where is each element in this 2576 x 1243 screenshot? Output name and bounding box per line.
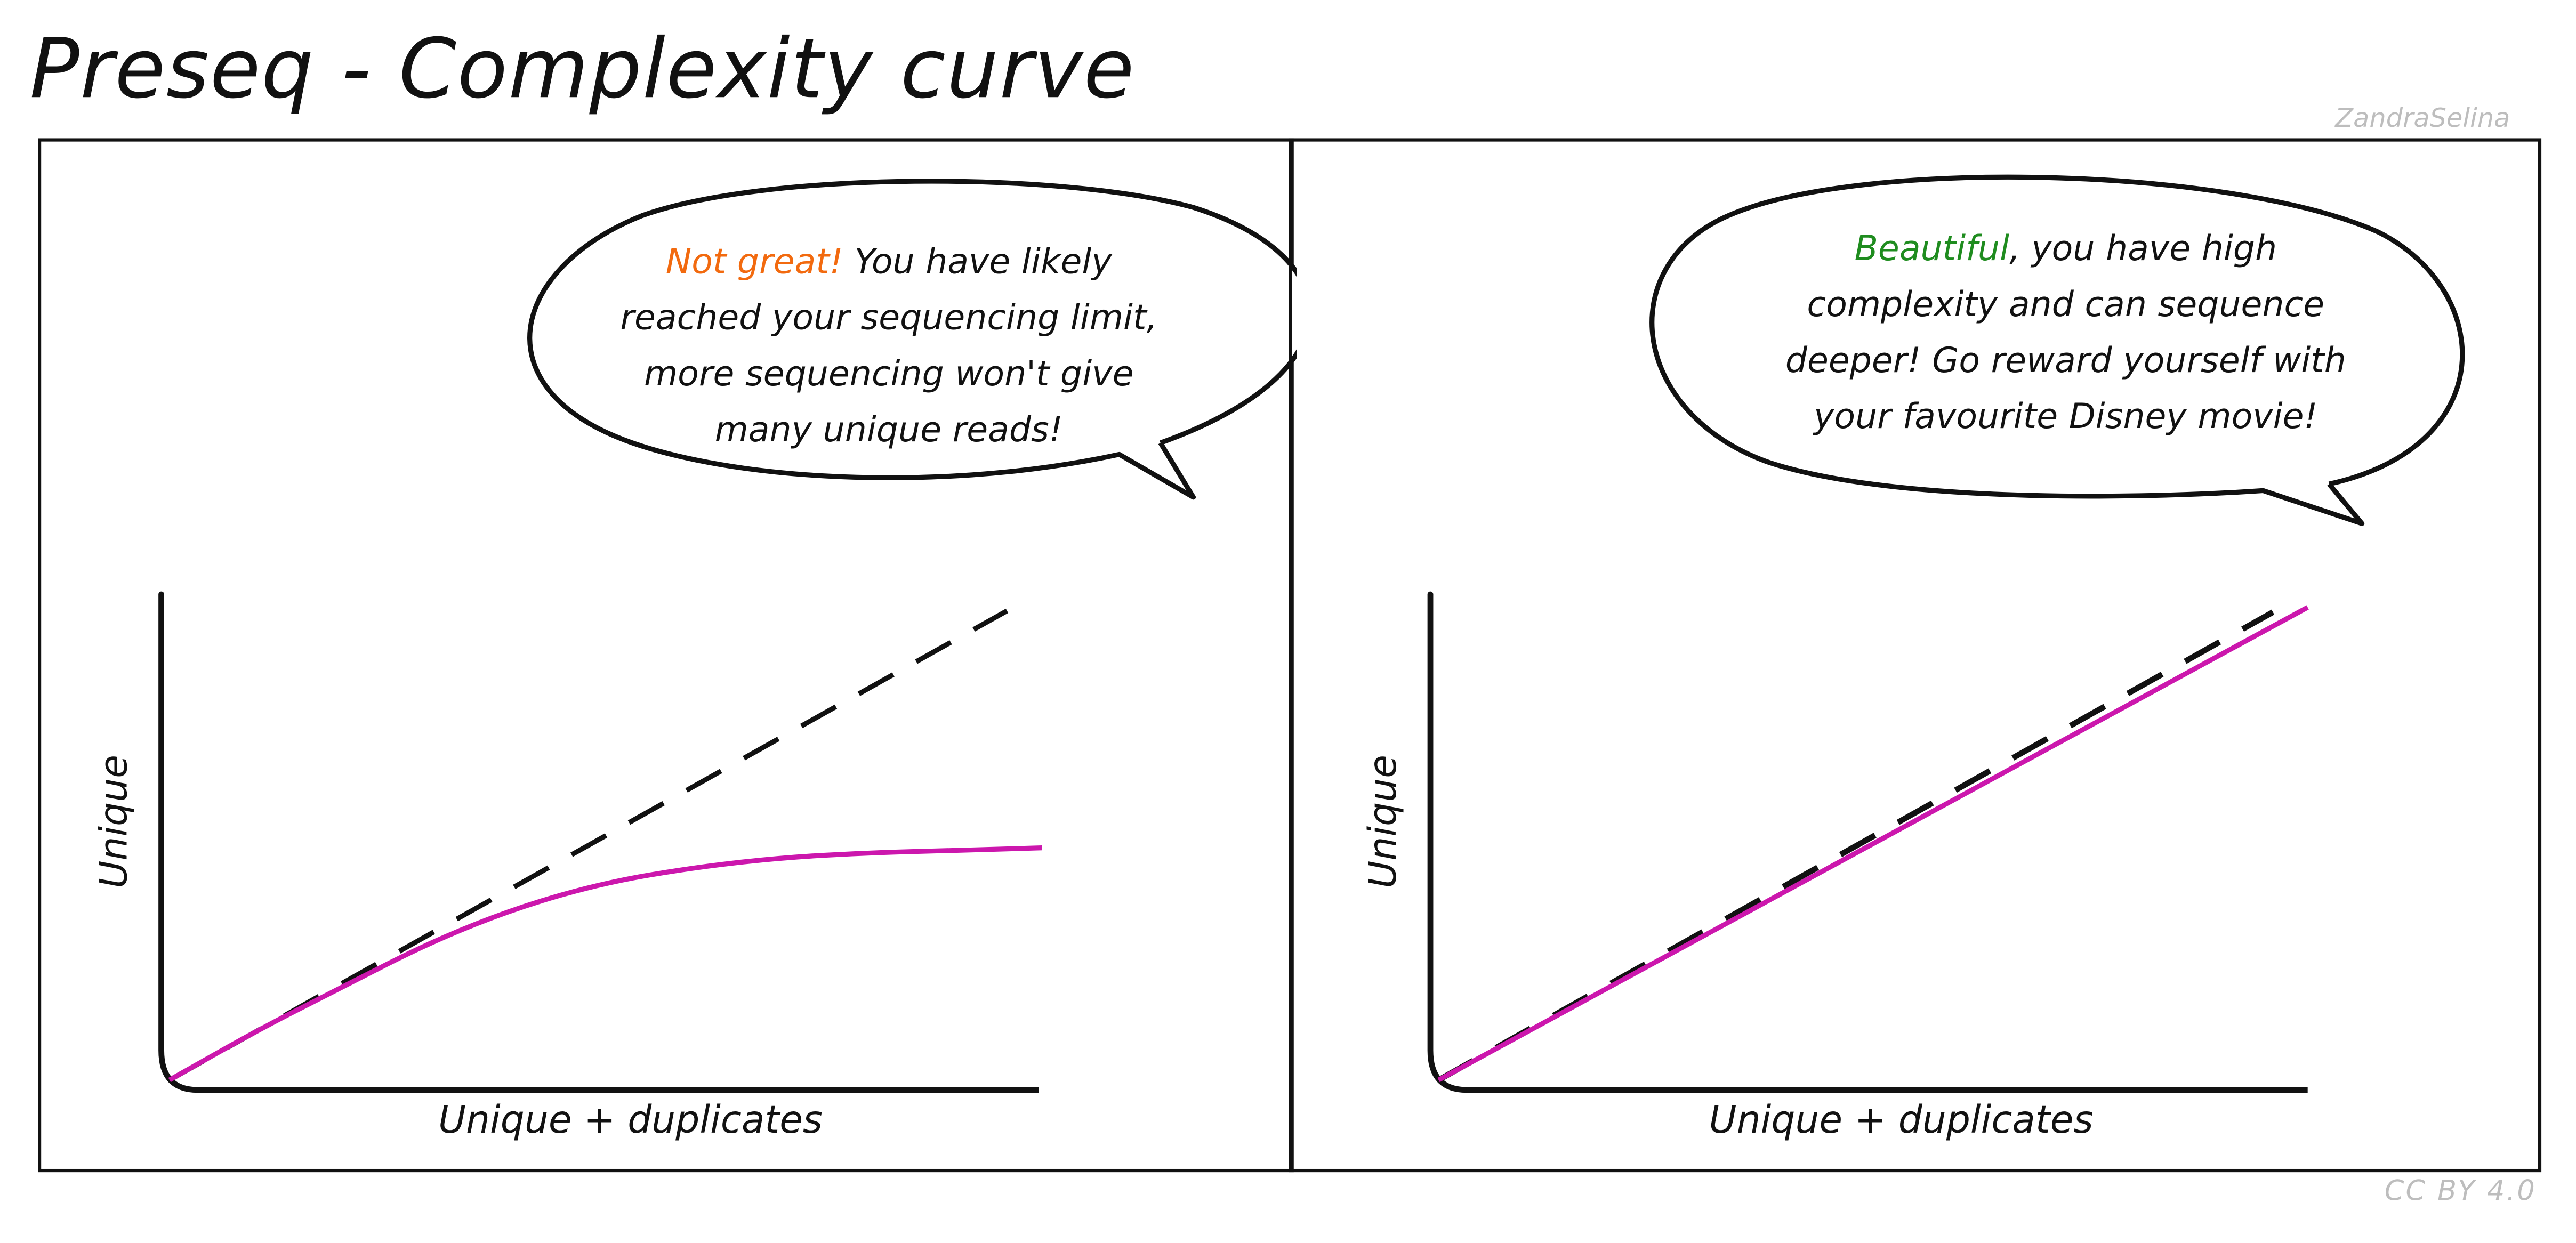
license-label: CC BY 4.0 <box>2384 1175 2537 1209</box>
speech-line-4: your favourite Disney movie! <box>1814 397 2318 437</box>
speech-line-2: reached your sequencing limit, <box>620 298 1158 338</box>
speech-line-4: many unique reads! <box>714 410 1063 450</box>
speech-line-1: You have likely <box>843 242 1112 282</box>
complexity-curve <box>168 845 1042 1083</box>
chart-high-complexity <box>1427 174 2465 1093</box>
panel-low-complexity: Not great! You have likely reached your … <box>38 138 1297 1173</box>
chart-low-complexity <box>158 179 1297 1093</box>
y-axis-line <box>158 591 200 1093</box>
speech-bubble <box>1649 174 2465 526</box>
complexity-curve <box>1437 605 2309 1083</box>
speech-line-3: deeper! Go reward yourself with <box>1785 341 2346 381</box>
speech-highlight: Not great! <box>665 242 843 282</box>
y-axis-line <box>1427 591 1470 1093</box>
x-axis-label: Unique + duplicates <box>1709 1100 2094 1143</box>
speech-line-2: complexity and can sequence <box>1807 285 2325 325</box>
y-axis-label: Unique <box>1363 754 1406 889</box>
author-credit: ZandraSelina <box>2335 102 2510 134</box>
speech-text: Not great! You have likely reached your … <box>527 234 1251 458</box>
speech-line-1: , you have high <box>2009 229 2277 269</box>
speech-text: Beautiful, you have high complexity and … <box>1695 221 2436 445</box>
speech-bubble <box>527 179 1297 500</box>
comic-title: Preseq - Complexity curve <box>29 21 1136 117</box>
speech-line-3: more sequencing won't give <box>643 354 1134 394</box>
speech-highlight: Beautiful <box>1854 229 2010 269</box>
x-axis-label: Unique + duplicates <box>438 1100 823 1143</box>
y-axis-label: Unique <box>93 754 137 889</box>
panel-high-complexity: Beautiful, you have high complexity and … <box>1289 138 2542 1173</box>
